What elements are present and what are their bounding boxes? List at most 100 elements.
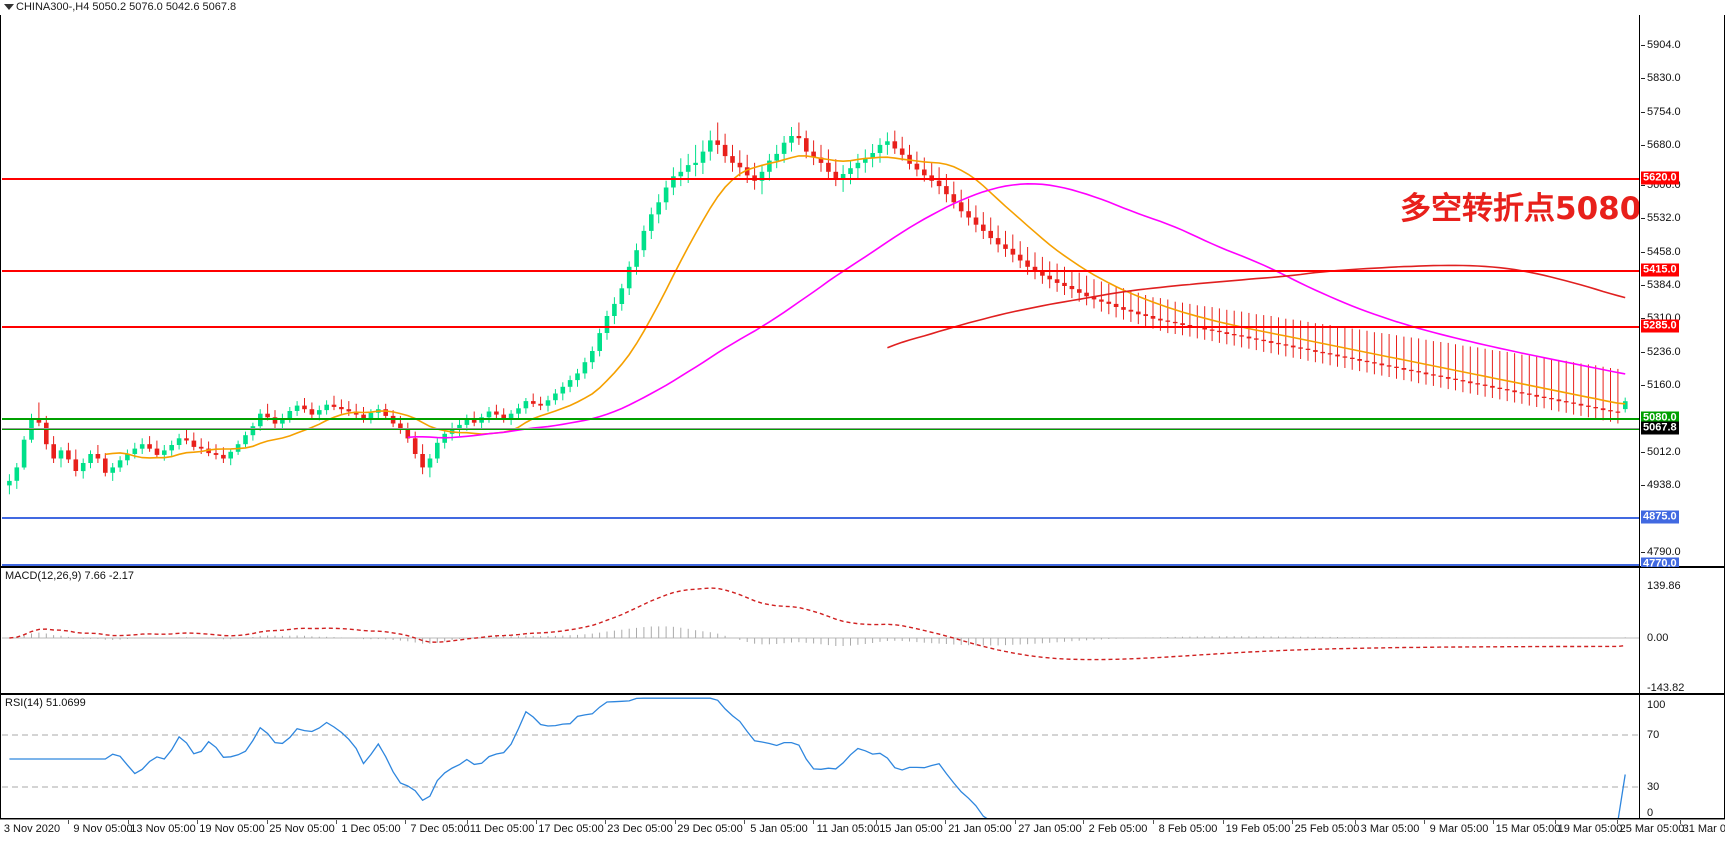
price-tick: 5160.0 <box>1641 379 1681 391</box>
axis-divider <box>1639 15 1640 566</box>
price-tick: 5754.0 <box>1641 106 1681 118</box>
price-level-label[interactable]: 5067.8 <box>1641 421 1679 435</box>
time-tick <box>1292 820 1293 824</box>
price-level-label[interactable]: 5080.0 <box>1641 411 1679 425</box>
time-axis-label: 2 Feb 05:00 <box>1088 823 1148 835</box>
time-tick <box>813 820 814 824</box>
triangle-down-icon[interactable] <box>4 4 14 10</box>
last-price-line <box>2 428 1640 429</box>
rsi-tick: 30 <box>1647 781 1660 793</box>
level-line-pivot-5080[interactable] <box>2 418 1640 420</box>
time-tick <box>1493 820 1494 824</box>
time-axis-label: 25 Mar 05:00 <box>1619 823 1685 835</box>
time-tick <box>1355 820 1356 824</box>
rsi-series <box>2 697 1640 818</box>
time-axis-label: 1 Dec 05:00 <box>341 823 401 835</box>
price-plot-area[interactable]: 多空转折点5080 <box>2 15 1640 566</box>
time-tick <box>267 820 268 824</box>
time-tick <box>744 820 745 824</box>
rsi-plot-area[interactable] <box>2 695 1640 818</box>
price-tick: 4938.0 <box>1641 479 1681 491</box>
time-axis-label: 5 Jan 05:00 <box>750 823 808 835</box>
time-tick <box>1223 820 1224 824</box>
time-axis-label: 27 Jan 05:00 <box>1018 823 1082 835</box>
level-line-resistance-5415[interactable] <box>2 270 1640 272</box>
level-line-pivot-5080-lower[interactable] <box>2 428 1640 430</box>
time-tick <box>536 820 537 824</box>
time-tick <box>605 820 606 824</box>
price-level-label[interactable]: 5285.0 <box>1641 319 1679 333</box>
time-tick <box>1617 820 1618 824</box>
rsi-tick: 70 <box>1647 729 1660 741</box>
symbol-quote-label: CHINA300-,H4 5050.2 5076.0 5042.6 5067.8 <box>16 1 237 13</box>
price-tick: 5532.0 <box>1641 212 1681 224</box>
candlestick-series <box>7 122 1628 495</box>
price-level-label[interactable]: 4875.0 <box>1641 510 1679 524</box>
time-axis-label: 19 Feb 05:00 <box>1225 823 1291 835</box>
rsi-panel: RSI(14) 51.0699 100 70 30 0 <box>0 694 1725 819</box>
level-line-support-4875[interactable] <box>2 517 1640 519</box>
time-axis-label: 11 Dec 05:00 <box>469 823 535 835</box>
time-tick <box>1015 820 1016 824</box>
chart-annotation: 多空转折点5080 <box>1400 191 1640 227</box>
time-axis-label: 13 Nov 05:00 <box>130 823 196 835</box>
macd-series <box>2 587 1640 661</box>
price-tick: 5236.0 <box>1641 346 1681 358</box>
price-tick: 5012.0 <box>1641 446 1681 458</box>
price-tick: 5904.0 <box>1641 39 1681 51</box>
macd-tick: 139.86 <box>1647 580 1681 592</box>
time-tick <box>336 820 337 824</box>
time-axis-label: 29 Dec 05:00 <box>677 823 743 835</box>
time-axis-label: 8 Feb 05:00 <box>1158 823 1218 835</box>
level-line-support-4770[interactable] <box>2 564 1640 566</box>
price-level-label[interactable]: 5620.0 <box>1641 171 1679 185</box>
time-tick <box>467 820 468 824</box>
time-tick <box>197 820 198 824</box>
macd-tick: 0.00 <box>1647 632 1669 644</box>
price-panel: 多空转折点5080 5904.0 5830.0 5754.0 5680.0 5606.0… <box>0 15 1725 591</box>
axis-divider <box>1639 568 1640 693</box>
time-tick <box>945 820 946 824</box>
time-axis-label: 21 Jan 05:00 <box>948 823 1012 835</box>
time-tick <box>1680 820 1681 824</box>
time-axis-label: 25 Nov 05:00 <box>269 823 335 835</box>
time-axis-label: 19 Nov 05:00 <box>199 823 265 835</box>
time-axis-label: 25 Feb 05:00 <box>1294 823 1360 835</box>
price-tick: 5384.0 <box>1641 279 1681 291</box>
time-axis[interactable]: 3 Nov 2020 9 Nov 05:00 13 Nov 05:00 19 Nov … <box>0 819 1725 842</box>
chart-title-bar: CHINA300-,H4 5050.2 5076.0 5042.6 5067.8 <box>0 0 1725 16</box>
time-tick <box>1424 820 1425 824</box>
time-tick <box>68 820 69 824</box>
time-tick <box>1555 820 1556 824</box>
time-tick <box>876 820 877 824</box>
time-axis-label: 15 Jan 05:00 <box>879 823 943 835</box>
macd-panel: MACD(12,26,9) 7.66 -2.17 139.86 0.00 -143.… <box>0 567 1725 694</box>
time-axis-label: 3 Nov 2020 <box>3 823 61 835</box>
rsi-tick: 100 <box>1647 699 1666 711</box>
time-axis-label: 31 Mar 05:00 <box>1682 823 1725 835</box>
time-axis-label: 3 Mar 05:00 <box>1360 823 1420 835</box>
time-axis-label: 11 Jan 05:00 <box>816 823 880 835</box>
time-axis-label: 9 Mar 05:00 <box>1429 823 1489 835</box>
rsi-axis: 100 70 30 0 <box>1639 695 1724 819</box>
price-tick: 5830.0 <box>1641 72 1681 84</box>
time-tick <box>1153 820 1154 824</box>
time-axis-label: 15 Mar 05:00 <box>1495 823 1561 835</box>
level-line-resistance-5620[interactable] <box>2 178 1640 180</box>
macd-label: MACD(12,26,9) 7.66 -2.17 <box>5 570 135 582</box>
macd-plot-area[interactable] <box>2 568 1640 693</box>
level-line-resistance-5285[interactable] <box>2 326 1640 328</box>
time-tick <box>675 820 676 824</box>
axis-divider <box>1639 695 1640 818</box>
price-tick: 4790.0 <box>1641 546 1681 558</box>
price-level-label[interactable]: 5415.0 <box>1641 263 1679 277</box>
time-axis-label: 9 Nov 05:00 <box>73 823 133 835</box>
rsi-label: RSI(14) 51.0699 <box>5 697 86 709</box>
macd-axis: 139.86 0.00 -143.82 <box>1639 568 1724 694</box>
price-tick: 5680.0 <box>1641 139 1681 151</box>
time-axis-label: 17 Dec 05:00 <box>538 823 604 835</box>
time-tick <box>128 820 129 824</box>
time-axis-label: 23 Dec 05:00 <box>607 823 673 835</box>
price-axis[interactable]: 5904.0 5830.0 5754.0 5680.0 5606.0 5532.0 5458… <box>1639 15 1724 591</box>
